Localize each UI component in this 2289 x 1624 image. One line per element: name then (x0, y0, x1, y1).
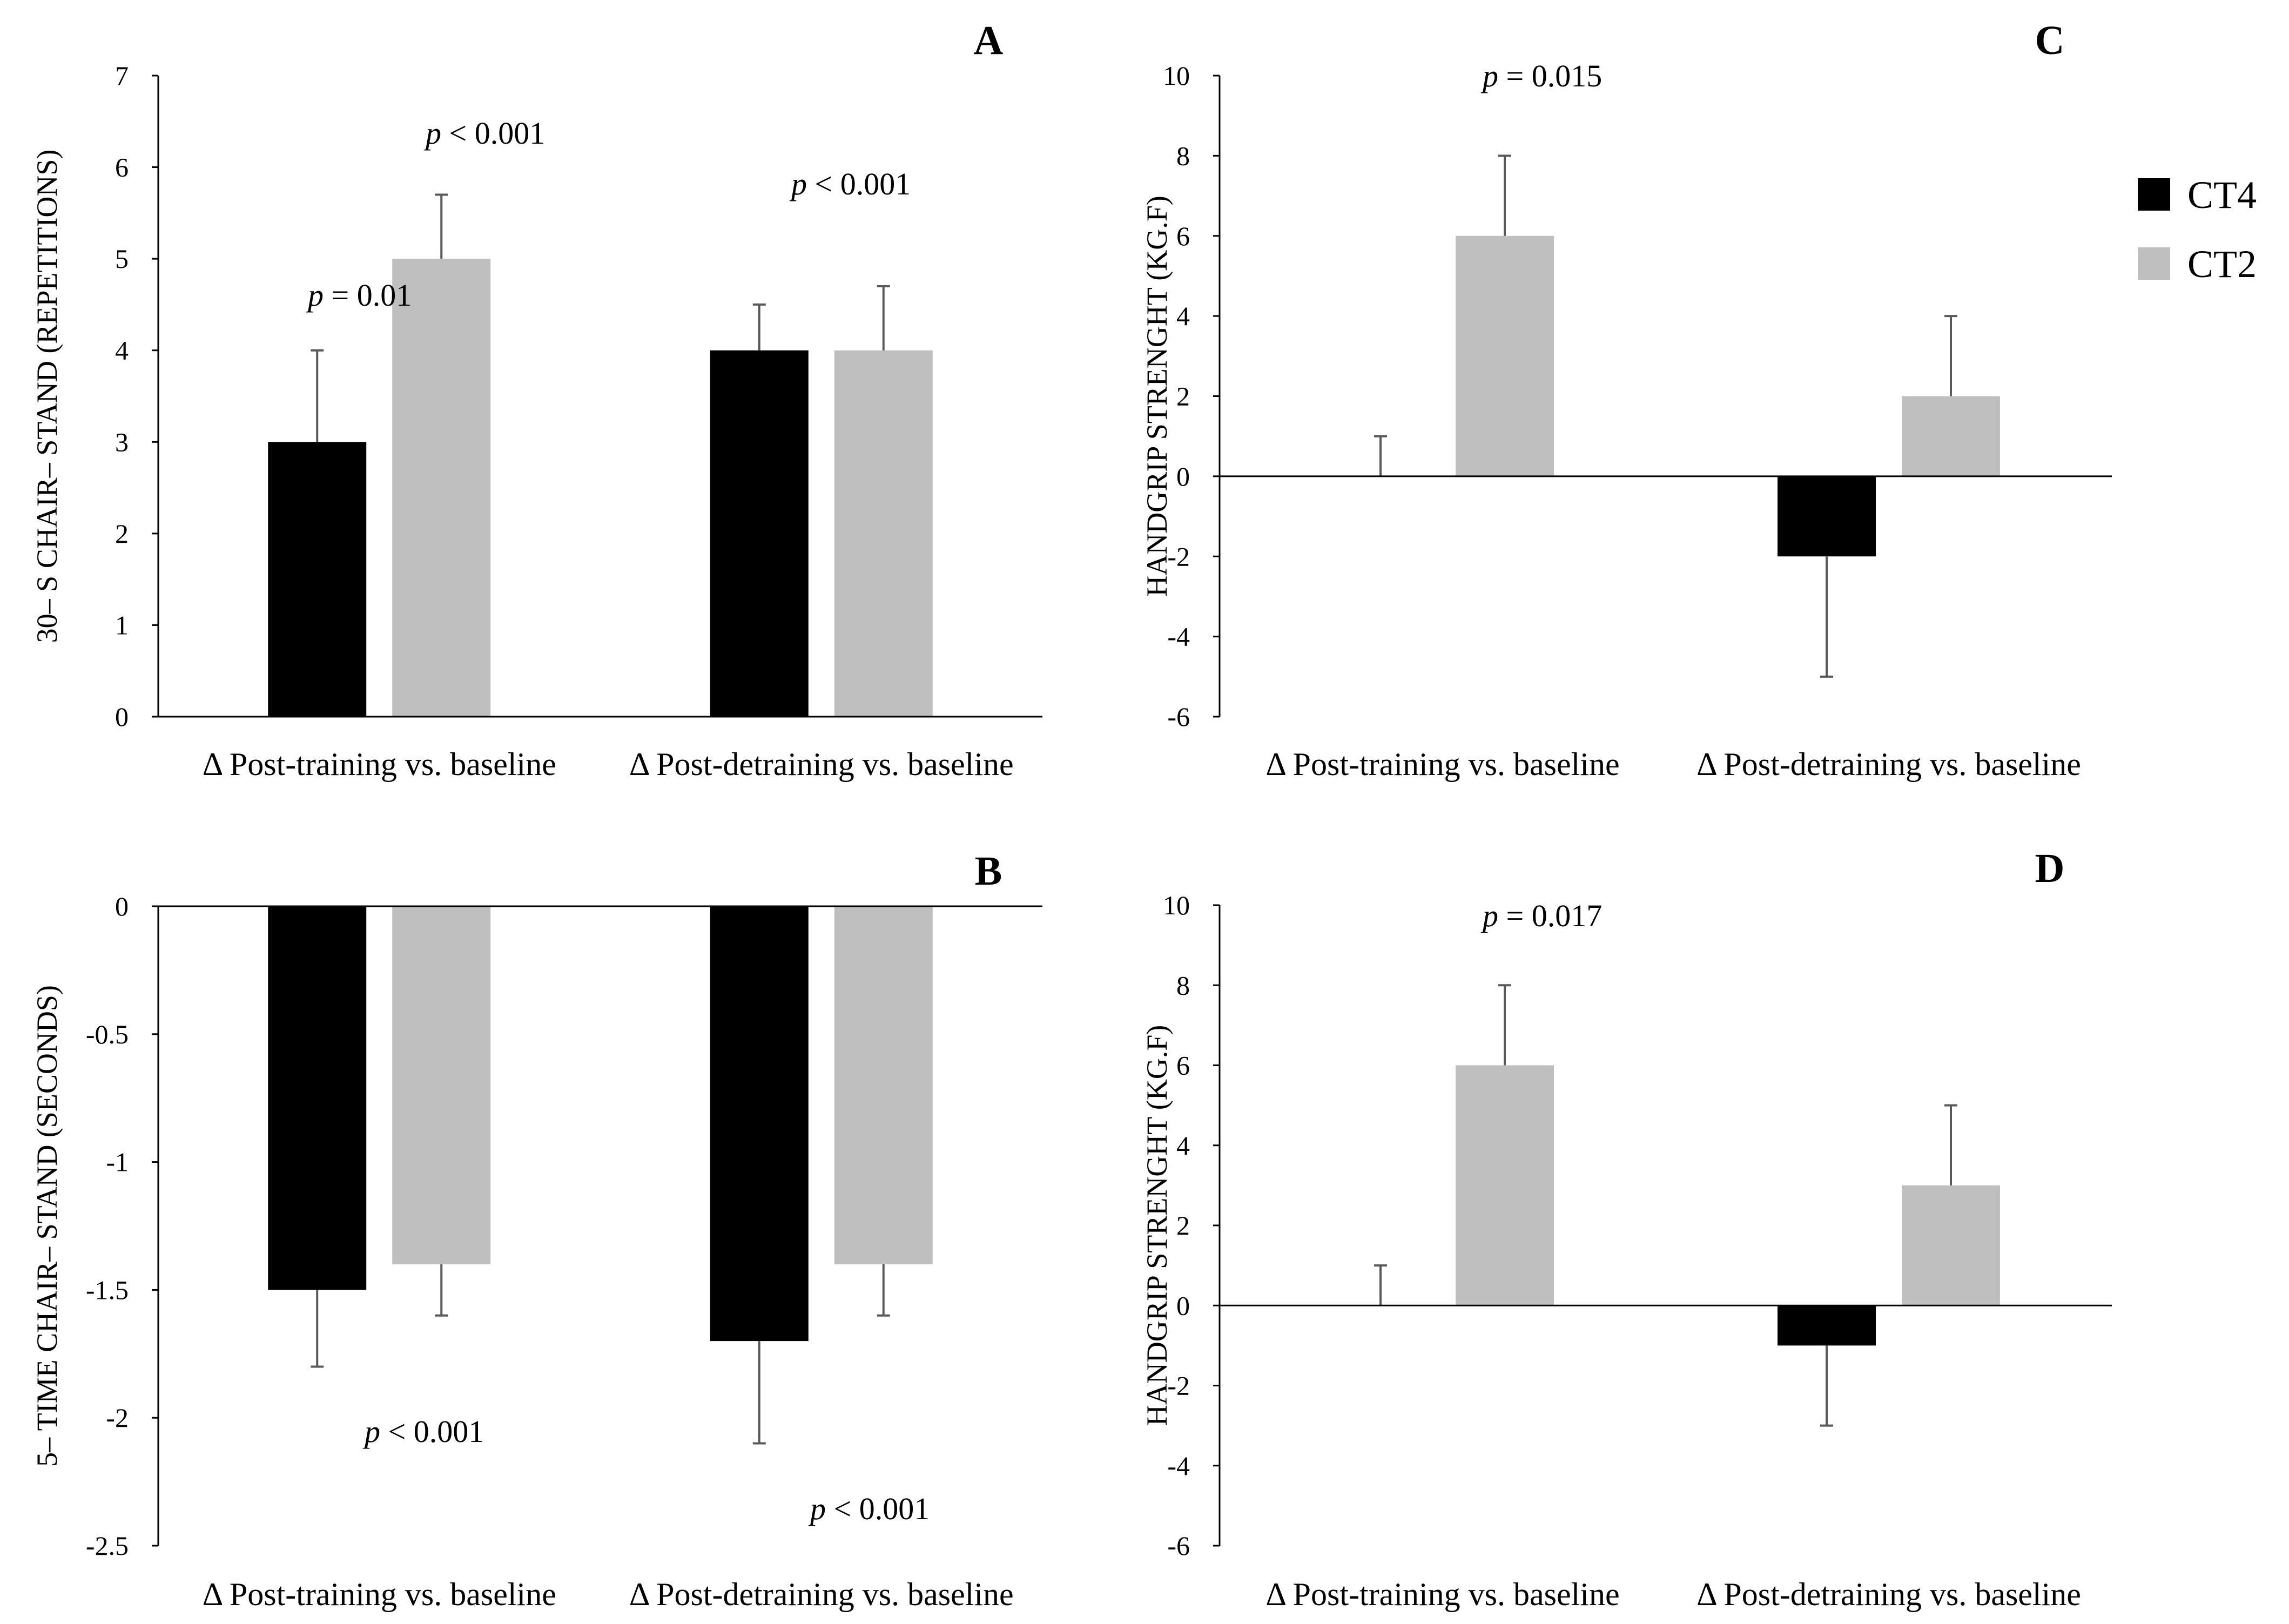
chart-panel-a: 0 1 2 3 4 5 6 7 30– S CHAIR– STAND (REPETITIONS)… (31, 18, 1042, 782)
y-tick-label: -2 (106, 1403, 129, 1433)
x-category-label: Δ Post-training vs. baseline (1265, 1576, 1619, 1612)
p-symbol: p (1480, 898, 1498, 933)
x-category-label: Δ Post-training vs. baseline (1265, 746, 1619, 782)
bar-ct2-1 (392, 906, 491, 1265)
y-tick-label: -6 (1167, 702, 1190, 732)
bar-ct2-2 (834, 350, 933, 717)
y-axis-title: HANDGRIP STRENGHT (KG.F) (1141, 196, 1173, 597)
p-value-text: < 0.001 (441, 116, 545, 151)
y-tick-label: -2 (1167, 541, 1190, 571)
y-tick-label: 0 (115, 891, 129, 921)
y-tick-label: 10 (1163, 60, 1190, 91)
y-tick-label: 5 (115, 244, 129, 274)
y-tick-label: 4 (1176, 1130, 1190, 1161)
p-value-annotation: p = 0.017 (1480, 898, 1602, 933)
p-value-annotation: p < 0.001 (423, 116, 545, 151)
p-symbol: p (789, 166, 807, 201)
legend-swatch-ct2 (2138, 247, 2170, 280)
y-tick-label: -2.5 (86, 1531, 129, 1561)
y-tick-label: 4 (1176, 301, 1190, 331)
y-tick-label: 10 (1163, 890, 1190, 920)
y-tick-label: 6 (1176, 1050, 1190, 1081)
p-value-text: = 0.017 (1498, 898, 1602, 933)
y-tick-label: 6 (115, 152, 129, 183)
bar-ct2-2 (1902, 396, 2000, 476)
y-tick-label: 8 (1176, 140, 1190, 171)
p-symbol: p (423, 116, 441, 151)
y-tick-label: -1 (106, 1147, 129, 1177)
x-category-label: Δ Post-detraining vs. baseline (629, 1576, 1014, 1612)
bar-ct2-2 (1902, 1185, 2000, 1306)
y-tick-label: 8 (1176, 970, 1190, 1000)
y-tick-label: 0 (115, 702, 129, 732)
y-tick-label: -4 (1167, 1451, 1190, 1481)
p-value-annotation: p = 0.015 (1480, 58, 1602, 93)
legend-swatch-ct4 (2138, 178, 2170, 211)
p-symbol: p (362, 1414, 380, 1449)
p-value-annotation: p = 0.01 (306, 278, 412, 313)
p-value-text: = 0.01 (324, 278, 412, 313)
y-axis-title: HANDGRIP STRENGHT (KG.F) (1141, 1025, 1173, 1426)
bar-ct4-2 (1778, 476, 1876, 557)
bar-ct2-1 (1456, 235, 1554, 476)
y-axis-title: 5– TIME CHAIR– STAND (SECONDS) (31, 985, 63, 1467)
chart-panel-d: -6 -4 -2 0 2 4 6 8 10 HANDGRIP STRENGHT (KG.F) D Δ … (1141, 846, 2112, 1612)
legend-label-ct2: CT2 (2187, 242, 2257, 286)
y-tick-label: 0 (1176, 1290, 1190, 1320)
p-value-annotation: p < 0.001 (362, 1414, 484, 1449)
y-tick-label: 3 (115, 427, 129, 457)
y-tick-label: 2 (115, 518, 129, 549)
y-tick-label: 1 (115, 610, 129, 640)
p-value-annotation: p < 0.001 (808, 1491, 930, 1526)
p-symbol: p (808, 1491, 826, 1526)
y-tick-label: -2 (1167, 1371, 1190, 1401)
bar-ct4-2 (710, 350, 809, 717)
y-tick-label: 0 (1176, 461, 1190, 491)
y-tick-label: -1.5 (86, 1275, 129, 1305)
legend: CT4 CT2 (2138, 173, 2257, 286)
legend-label-ct4: CT4 (2187, 173, 2257, 217)
y-tick-label: -4 (1167, 622, 1190, 652)
y-tick-label: 6 (1176, 221, 1190, 251)
y-tick-label: 2 (1176, 1210, 1190, 1241)
x-category-label: Δ Post-detraining vs. baseline (629, 746, 1014, 782)
x-category-label: Δ Post-detraining vs. baseline (1696, 746, 2081, 782)
bar-ct4-1 (268, 906, 367, 1290)
p-value-text: < 0.001 (380, 1414, 484, 1449)
chart-panel-c: -6 -4 -2 0 2 4 6 8 10 HANDGRIP STRENGHT (KG.F) C Δ … (1141, 18, 2112, 782)
panel-letter: D (2035, 846, 2065, 891)
p-value-text: = 0.015 (1498, 58, 1602, 93)
bar-ct4-2 (1778, 1305, 1876, 1346)
x-category-label: Δ Post-training vs. baseline (203, 1576, 556, 1612)
bar-ct4-2 (710, 906, 809, 1342)
bar-ct2-1 (1456, 1065, 1554, 1306)
chart-panel-b: -2.5 -2 -1.5 -1 -0.5 0 5– TIME CHAIR– STAND (S… (31, 848, 1042, 1612)
p-symbol: p (1480, 58, 1498, 93)
y-axis-title: 30– S CHAIR– STAND (REPETITIONS) (31, 150, 63, 643)
p-value-annotation: p < 0.001 (789, 166, 911, 201)
y-tick-label: 7 (115, 60, 129, 91)
y-tick-label: 2 (1176, 381, 1190, 412)
panel-letter: B (975, 848, 1002, 894)
p-value-text: < 0.001 (826, 1491, 930, 1526)
y-tick-label: -0.5 (86, 1019, 129, 1049)
panel-letter: C (2035, 18, 2065, 63)
panel-letter: A (974, 18, 1004, 63)
bar-ct4-1 (268, 442, 367, 717)
p-value-text: < 0.001 (807, 166, 911, 201)
y-tick-label: -6 (1167, 1531, 1190, 1561)
p-symbol: p (306, 278, 324, 313)
x-category-label: Δ Post-training vs. baseline (203, 746, 556, 782)
bar-ct2-1 (392, 259, 491, 717)
x-category-label: Δ Post-detraining vs. baseline (1696, 1576, 2081, 1612)
bar-ct2-2 (834, 906, 933, 1265)
y-tick-label: 4 (115, 335, 129, 366)
